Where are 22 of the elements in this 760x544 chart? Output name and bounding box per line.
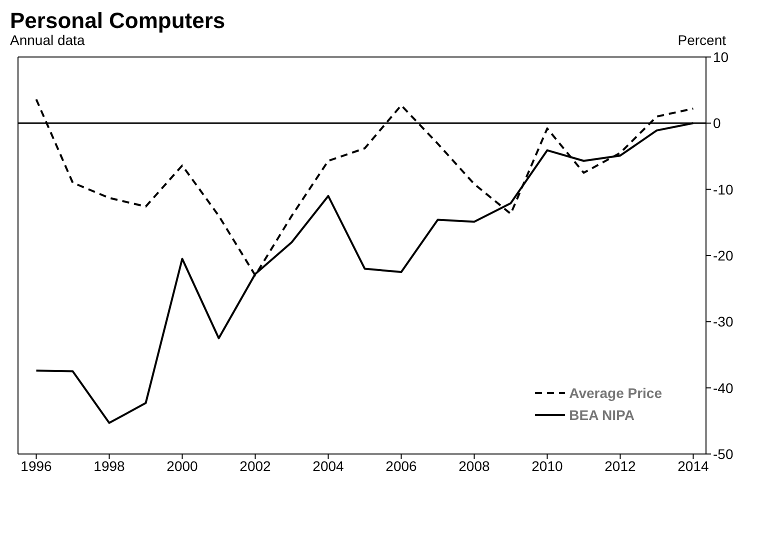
x-tick-label: 1996 [20,458,52,474]
y-tick-label: 10 [713,48,729,65]
y-tick-label: -30 [713,314,734,330]
y-tick-label: 0 [713,115,721,132]
x-tick-label: 2008 [458,458,490,474]
y-tick-label: -10 [713,181,734,198]
legend-label: Average Price [569,385,662,401]
x-tick-label: 2012 [604,458,636,474]
x-tick-label: 2014 [678,458,710,474]
chart-subtitle: Annual data [10,32,85,48]
x-tick-label: 2000 [166,458,198,474]
legend-label: BEA NIPA [569,407,634,423]
x-tick-label: 2010 [532,458,564,474]
y-tick-label: -40 [713,380,734,396]
y-tick-label: -20 [713,247,734,264]
x-tick-label: 2004 [312,458,344,474]
x-tick-label: 2002 [240,458,272,474]
x-tick-label: 2006 [386,458,418,474]
x-tick-label: 1998 [94,458,126,474]
y-tick-label: -50 [713,446,734,462]
chart-title: Personal Computers [10,8,226,33]
y-axis-title: Percent [678,32,726,48]
